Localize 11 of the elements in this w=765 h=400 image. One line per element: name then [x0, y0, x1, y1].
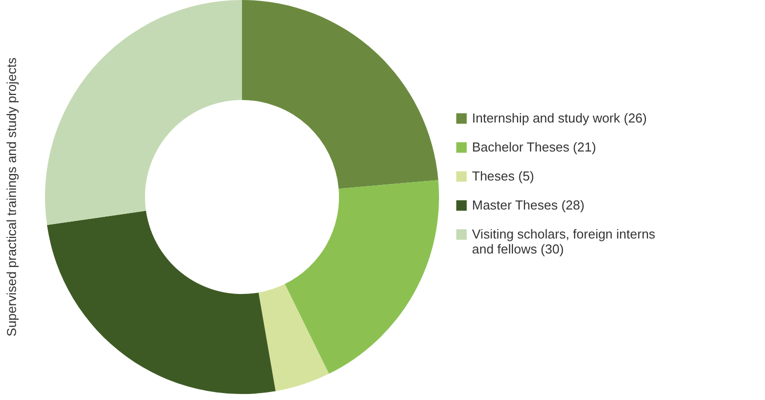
donut-slice	[45, 0, 242, 226]
text: Supervised practical trainings and study projects	[4, 57, 19, 336]
legend-label: Internship and study work (26)	[472, 110, 647, 126]
donut-slice	[47, 210, 276, 394]
donut-slice	[242, 0, 438, 189]
donut-slice	[258, 284, 329, 392]
donut-slice	[284, 180, 439, 374]
legend-label: Theses (5)	[472, 168, 534, 184]
legend-label: Bachelor Theses (21)	[472, 140, 596, 154]
legend-label: Master Theses (28)	[472, 198, 584, 212]
legend-label: Visiting scholars, foreign interns and fellows (30)	[472, 226, 656, 256]
